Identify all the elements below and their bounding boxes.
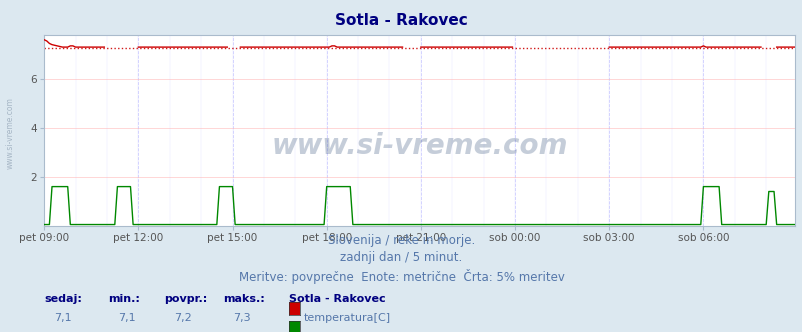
- Text: sedaj:: sedaj:: [44, 294, 82, 304]
- Text: temperatura[C]: temperatura[C]: [303, 313, 390, 323]
- Text: Slovenija / reke in morje.: Slovenija / reke in morje.: [327, 234, 475, 247]
- Text: 7,1: 7,1: [118, 313, 136, 323]
- Text: www.si-vreme.com: www.si-vreme.com: [271, 131, 567, 160]
- Text: povpr.:: povpr.:: [164, 294, 208, 304]
- Text: 7,3: 7,3: [233, 313, 250, 323]
- Text: 7,1: 7,1: [54, 313, 71, 323]
- Text: Sotla - Rakovec: Sotla - Rakovec: [334, 13, 468, 28]
- Text: www.si-vreme.com: www.si-vreme.com: [6, 97, 14, 169]
- Text: 7,2: 7,2: [174, 313, 192, 323]
- Text: min.:: min.:: [108, 294, 140, 304]
- Text: Meritve: povprečne  Enote: metrične  Črta: 5% meritev: Meritve: povprečne Enote: metrične Črta:…: [238, 269, 564, 284]
- Text: maks.:: maks.:: [223, 294, 265, 304]
- Text: zadnji dan / 5 minut.: zadnji dan / 5 minut.: [340, 251, 462, 264]
- Text: Sotla - Rakovec: Sotla - Rakovec: [289, 294, 385, 304]
